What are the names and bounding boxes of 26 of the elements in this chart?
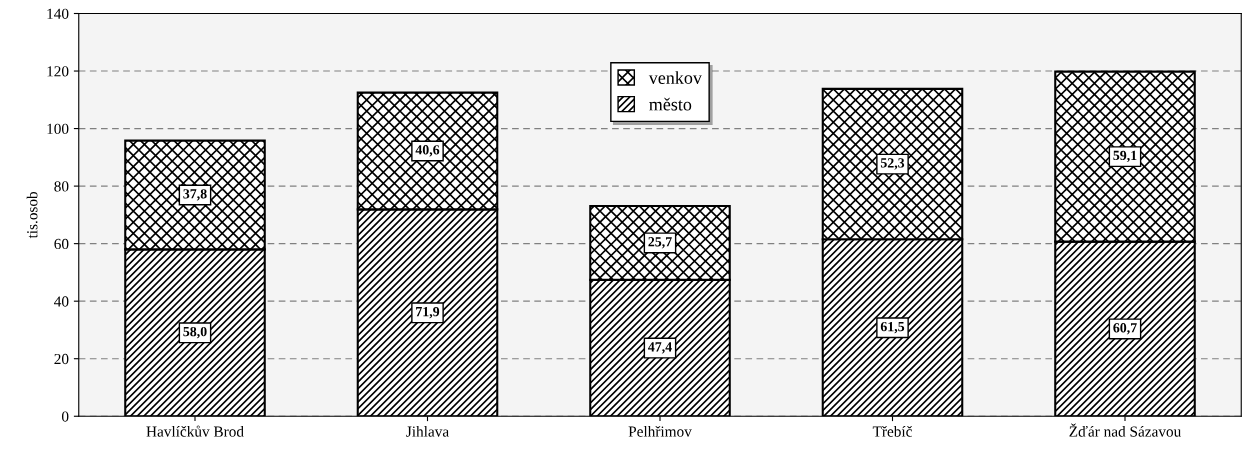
data-label: 59,1 — [1113, 150, 1137, 163]
x-tick-label: Jihlava — [406, 425, 449, 437]
data-label: 40,6 — [415, 145, 440, 157]
data-label: 25,7 — [648, 237, 672, 249]
data-label: 60,7 — [1113, 323, 1137, 335]
x-tick-label: Havlíčkův Brod — [146, 425, 244, 437]
legend-label: město — [649, 97, 692, 111]
y-tick-label: 120 — [47, 66, 69, 77]
y-tick-label: 20 — [54, 353, 69, 365]
data-label: 61,5 — [880, 321, 905, 334]
y-tick-label: 140 — [47, 8, 69, 19]
x-tick-label: Třebíč — [872, 425, 912, 437]
x-tick-label: Žďár nad Sázavou — [1069, 423, 1181, 437]
y-tick-label: 80 — [54, 181, 69, 192]
y-tick-label: 0 — [61, 411, 69, 422]
data-label: 71,9 — [416, 306, 440, 319]
data-label: 47,4 — [648, 342, 672, 354]
data-label: 58,0 — [183, 326, 207, 339]
y-tick-label: 60 — [54, 238, 69, 250]
y-tick-label: 100 — [47, 123, 69, 135]
data-label: 37,8 — [183, 189, 207, 201]
data-label: 52,3 — [880, 158, 905, 170]
y-tick-label: 40 — [54, 296, 69, 307]
legend-label: venkov — [648, 71, 702, 84]
y-axis-title: tis.osob — [26, 191, 38, 239]
x-tick-label: Pelhřimov — [628, 425, 692, 437]
